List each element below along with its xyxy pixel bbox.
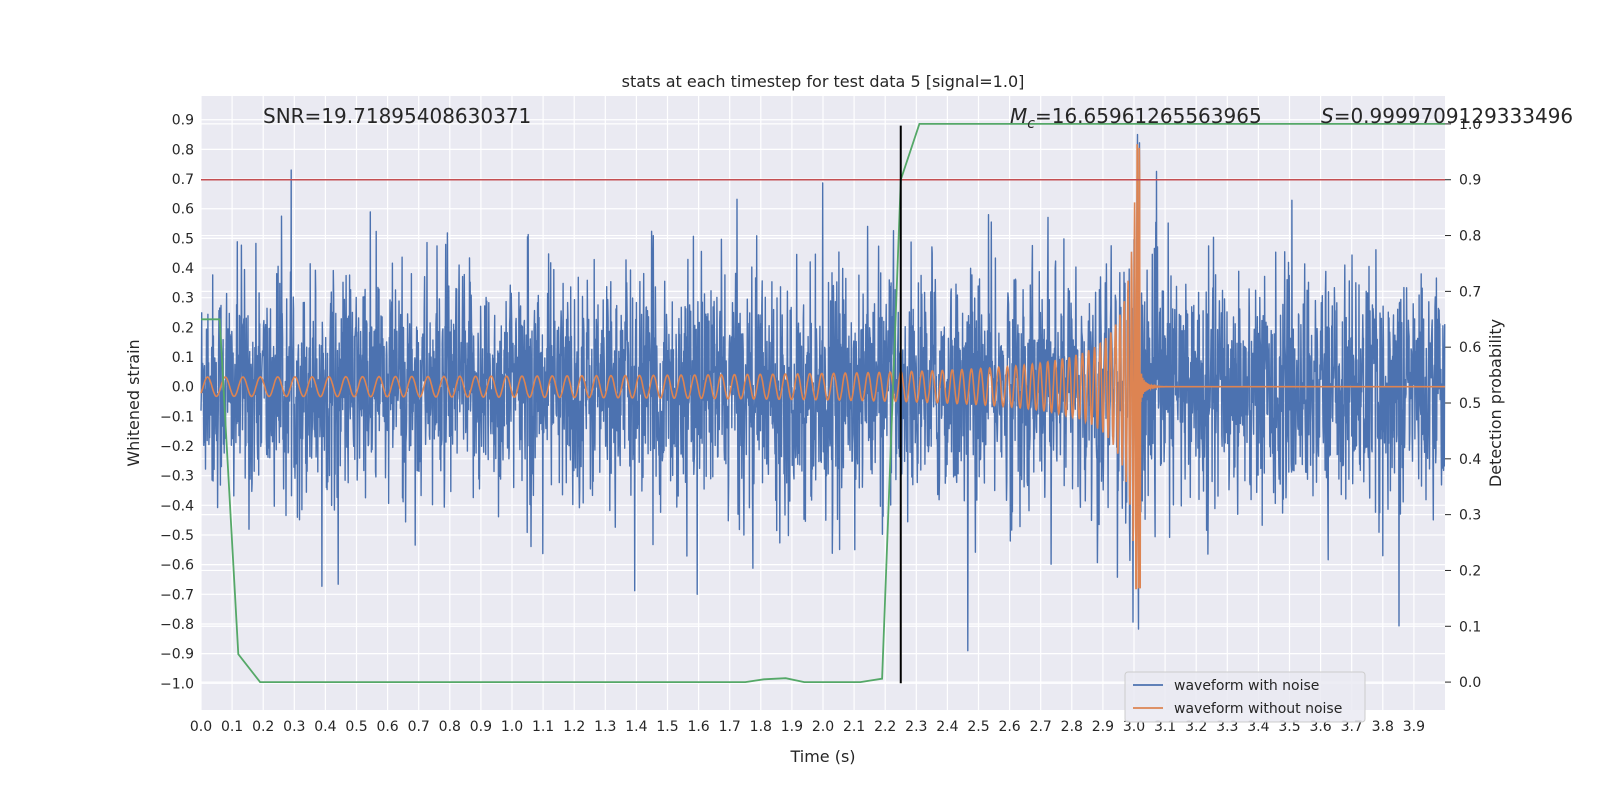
legend: waveform with noise waveform without noi… bbox=[1124, 671, 1366, 723]
y-right-tick-label: 0.5 bbox=[1459, 396, 1481, 412]
x-tick-label: 2.9 bbox=[1092, 719, 1114, 735]
x-tick-label: 3.7 bbox=[1341, 719, 1363, 735]
s-value: =0.9999709129333496 bbox=[1334, 104, 1573, 128]
x-tick-label: 1.5 bbox=[656, 719, 678, 735]
y-tick-label: 0.5 bbox=[172, 231, 194, 247]
y-tick-label: 0.3 bbox=[172, 291, 194, 307]
x-tick-label: 0.7 bbox=[408, 719, 430, 735]
x-tick-label: 2.8 bbox=[1061, 719, 1083, 735]
x-tick-label: 0.9 bbox=[470, 719, 492, 735]
y-tick-label: −0.9 bbox=[160, 647, 194, 663]
y-tick-label: −0.6 bbox=[160, 558, 194, 574]
y-right-tick-label: 0.9 bbox=[1459, 173, 1481, 189]
x-tick-label: 0.0 bbox=[190, 719, 212, 735]
y-right-tick-label: 0.0 bbox=[1459, 675, 1481, 691]
x-tick-label: 0.6 bbox=[376, 719, 398, 735]
snr-annotation: SNR=19.71895408630371 bbox=[263, 104, 531, 128]
y-axis-label: Whitened strain bbox=[124, 339, 143, 466]
x-tick-label: 1.8 bbox=[750, 719, 772, 735]
x-tick-label: 0.8 bbox=[439, 719, 461, 735]
y-tick-label: 0.7 bbox=[172, 172, 194, 188]
series-detection-probability bbox=[201, 123, 1445, 683]
x-tick-label: 3.2 bbox=[1185, 719, 1207, 735]
chart-title: stats at each timestep for test data 5 [… bbox=[622, 72, 1025, 91]
y-right-tick-label: 0.6 bbox=[1459, 340, 1481, 356]
x-tick-label: 0.3 bbox=[283, 719, 305, 735]
legend-box bbox=[1124, 671, 1366, 723]
x-tick-label: 3.4 bbox=[1247, 719, 1269, 735]
y-right-tick-label: 0.8 bbox=[1459, 229, 1481, 245]
mc-annotation: Mc=16.65961265563965 bbox=[1010, 104, 1262, 132]
x-tick-label: 1.2 bbox=[563, 719, 585, 735]
x-tick-label: 3.8 bbox=[1372, 719, 1394, 735]
y-tick-label: 0.0 bbox=[172, 380, 194, 396]
y-tick-label: −0.4 bbox=[160, 498, 194, 514]
y-right-axis-ticks: 1.0 0.9 0.8 0.7 0.6 0.5 0.4 0.3 0.2 0.1 0.0 bbox=[1445, 117, 1481, 691]
y-right-tick-label: 0.2 bbox=[1459, 563, 1481, 579]
x-tick-label: 3.3 bbox=[1216, 719, 1238, 735]
y-right-tick-label: 0.4 bbox=[1459, 452, 1481, 468]
y-tick-label: −0.5 bbox=[160, 528, 194, 544]
x-tick-label: 2.7 bbox=[1030, 719, 1052, 735]
y-tick-label: 0.9 bbox=[172, 113, 194, 129]
y-right-tick-label: 0.7 bbox=[1459, 284, 1481, 300]
y-tick-label: 0.2 bbox=[172, 320, 194, 336]
x-tick-label: 3.9 bbox=[1403, 719, 1425, 735]
y-tick-label: 0.1 bbox=[172, 350, 194, 366]
x-tick-label: 3.0 bbox=[1123, 719, 1145, 735]
x-tick-label: 2.2 bbox=[874, 719, 896, 735]
x-tick-label: 0.5 bbox=[345, 719, 367, 735]
x-tick-label: 3.6 bbox=[1309, 719, 1331, 735]
series-waveform-without-noise bbox=[200, 144, 1445, 590]
x-tick-label: 1.0 bbox=[501, 719, 523, 735]
x-tick-label: 1.4 bbox=[625, 719, 647, 735]
overlay-layer bbox=[201, 123, 1445, 684]
x-tick-label: 2.5 bbox=[967, 719, 989, 735]
x-tick-label: 3.1 bbox=[1154, 719, 1176, 735]
y-right-axis-label: Detection probability bbox=[1486, 319, 1505, 487]
y-tick-label: −0.7 bbox=[160, 587, 194, 603]
x-axis-ticks: 0.0 0.1 0.2 0.3 0.4 0.5 0.6 0.7 0.8 0.9 1.0 1.1 1.2 1… bbox=[190, 719, 1425, 735]
y-right-tick-label: 0.3 bbox=[1459, 508, 1481, 524]
y-tick-label: −0.2 bbox=[160, 439, 194, 455]
x-tick-label: 3.5 bbox=[1278, 719, 1300, 735]
s-annotation: S=0.9999709129333496 bbox=[1321, 104, 1573, 128]
x-tick-label: 2.0 bbox=[812, 719, 834, 735]
x-axis-label: Time (s) bbox=[789, 747, 855, 766]
x-tick-label: 1.7 bbox=[719, 719, 741, 735]
x-tick-label: 1.6 bbox=[687, 719, 709, 735]
y-tick-label: −1.0 bbox=[160, 676, 194, 692]
y-axis-ticks: 0.9 0.8 0.7 0.6 0.5 0.4 0.3 0.2 0.1 0.0 −0.1 −0.2 −0… bbox=[160, 113, 194, 693]
legend-label-clean: waveform without noise bbox=[1174, 701, 1342, 717]
y-tick-label: 0.8 bbox=[172, 142, 194, 158]
x-tick-label: 2.3 bbox=[905, 719, 927, 735]
y-tick-label: −0.3 bbox=[160, 469, 194, 485]
x-tick-label: 0.4 bbox=[314, 719, 336, 735]
x-tick-label: 0.1 bbox=[221, 719, 243, 735]
x-tick-label: 1.3 bbox=[594, 719, 616, 735]
x-tick-label: 1.9 bbox=[781, 719, 803, 735]
x-tick-label: 2.1 bbox=[843, 719, 865, 735]
y-right-tick-label: 1.0 bbox=[1459, 117, 1481, 133]
x-tick-label: 1.1 bbox=[532, 719, 554, 735]
series-waveform-with-noise bbox=[200, 133, 1446, 652]
y-tick-label: 0.6 bbox=[172, 202, 194, 218]
s-symbol: S bbox=[1321, 104, 1334, 128]
y-right-tick-label: 0.1 bbox=[1459, 619, 1481, 635]
mc-value: =16.65961265563965 bbox=[1035, 104, 1262, 128]
mc-subscript: c bbox=[1027, 116, 1035, 132]
x-tick-label: 0.2 bbox=[252, 719, 274, 735]
y-tick-label: −0.1 bbox=[160, 409, 194, 425]
x-tick-label: 2.6 bbox=[998, 719, 1020, 735]
y-tick-label: 0.4 bbox=[172, 261, 194, 277]
x-tick-label: 2.4 bbox=[936, 719, 958, 735]
series-layer bbox=[200, 133, 1446, 652]
legend-label-noise: waveform with noise bbox=[1174, 678, 1319, 694]
y-tick-label: −0.8 bbox=[160, 617, 194, 633]
mc-symbol: M bbox=[1010, 104, 1027, 128]
